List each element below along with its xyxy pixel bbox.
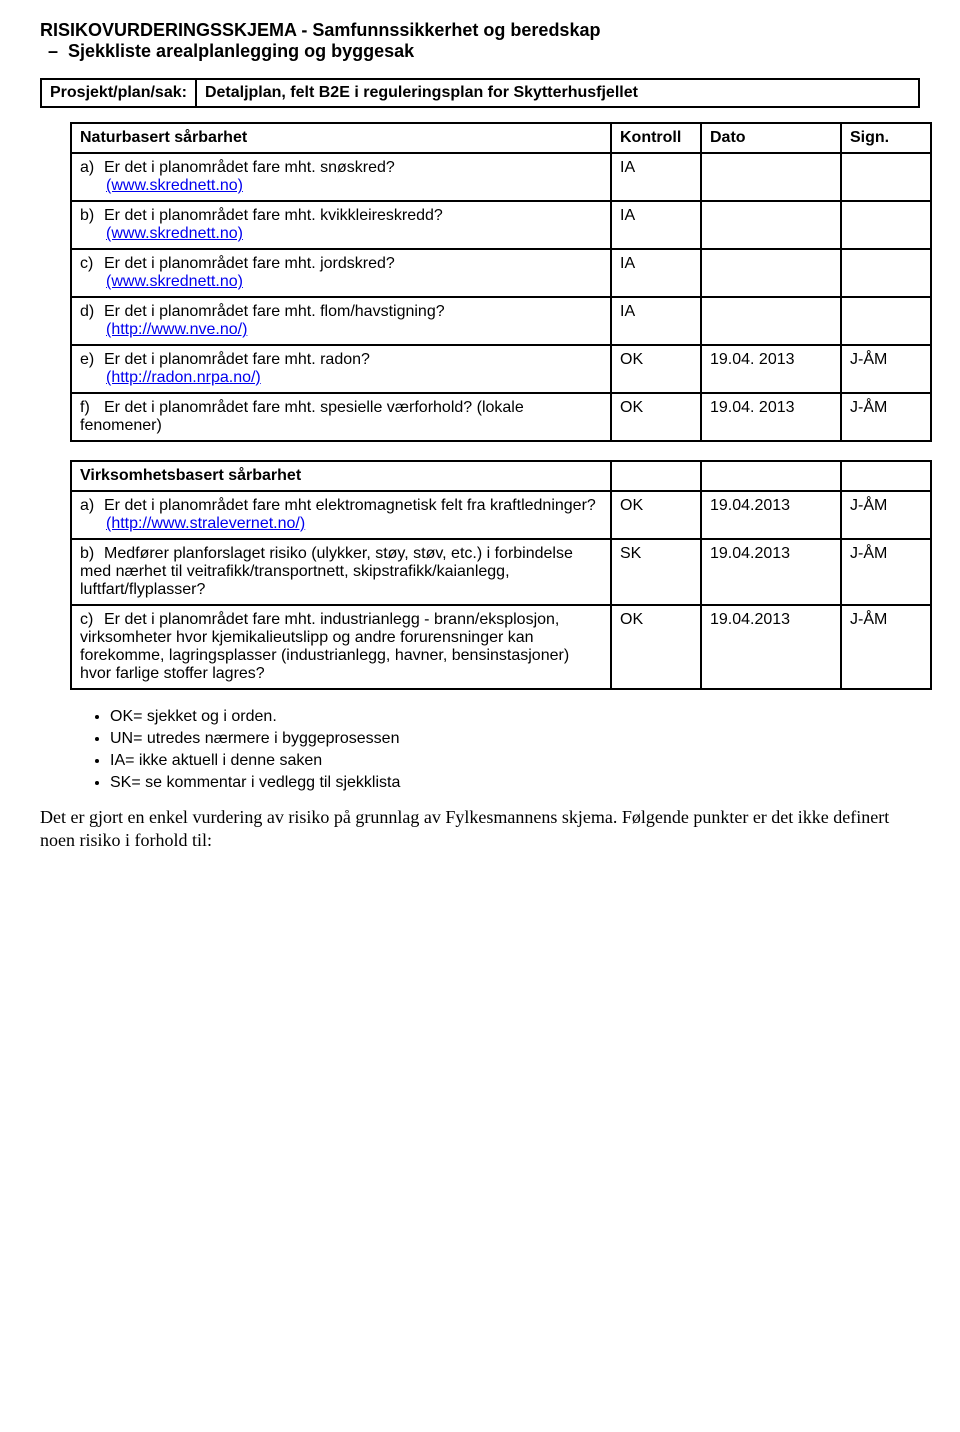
row-text: Er det i planområdet fare mht. spesielle… [80, 399, 524, 434]
cell-sign: J-ÅM [841, 345, 931, 393]
cell-kontroll: OK [611, 393, 701, 441]
cell-kontroll: OK [611, 605, 701, 689]
cell-dato: 19.04.2013 [701, 605, 841, 689]
cell-kontroll: IA [611, 249, 701, 297]
legend-item: SK= se kommentar i vedlegg til sjekklist… [110, 774, 920, 792]
row-letter: c) [80, 255, 104, 273]
table-row: a)Er det i planområdet fare mht elektrom… [71, 491, 931, 539]
cell-dato: 19.04.2013 [701, 491, 841, 539]
row-letter: f) [80, 399, 104, 417]
section-title: Naturbasert sårbarhet [71, 123, 611, 153]
col-dato [701, 461, 841, 491]
cell-kontroll: SK [611, 539, 701, 605]
legend-item: UN= utredes nærmere i byggeprosessen [110, 730, 920, 748]
row-text: Er det i planområdet fare mht. snøskred? [104, 159, 395, 176]
table-virksomhet: Virksomhetsbasert sårbarhet a)Er det i p… [70, 460, 932, 690]
row-letter: a) [80, 159, 104, 177]
row-text: Er det i planområdet fare mht. jordskred… [104, 255, 395, 272]
row-link[interactable]: (http://www.stralevernet.no/) [106, 515, 305, 532]
col-kontroll: Kontroll [611, 123, 701, 153]
cell-dato: 19.04.2013 [701, 539, 841, 605]
table-row: d)Er det i planområdet fare mht. flom/ha… [71, 297, 931, 345]
cell-kontroll: OK [611, 345, 701, 393]
row-link[interactable]: (www.skrednett.no) [106, 225, 243, 242]
project-label: Prosjekt/plan/sak: [42, 80, 197, 106]
row-letter: c) [80, 611, 104, 629]
cell-dato [701, 201, 841, 249]
row-text: Er det i planområdet fare mht. industria… [80, 611, 569, 682]
cell-dato [701, 153, 841, 201]
table-row: a)Er det i planområdet fare mht. snøskre… [71, 153, 931, 201]
row-text: Er det i planområdet fare mht. flom/havs… [104, 303, 445, 320]
cell-sign: J-ÅM [841, 605, 931, 689]
table-row: b)Medfører planforslaget risiko (ulykker… [71, 539, 931, 605]
legend-item: OK= sjekket og i orden. [110, 708, 920, 726]
project-row: Prosjekt/plan/sak: Detaljplan, felt B2E … [40, 78, 920, 108]
row-letter: a) [80, 497, 104, 515]
cell-sign: J-ÅM [841, 393, 931, 441]
cell-dato [701, 297, 841, 345]
row-letter: e) [80, 351, 104, 369]
cell-kontroll: IA [611, 153, 701, 201]
cell-sign: J-ÅM [841, 491, 931, 539]
cell-kontroll: IA [611, 201, 701, 249]
legend-item: IA= ikke aktuell i denne saken [110, 752, 920, 770]
cell-sign [841, 297, 931, 345]
table-header-row: Virksomhetsbasert sårbarhet [71, 461, 931, 491]
row-text: Er det i planområdet fare mht. radon? [104, 351, 370, 368]
cell-kontroll: IA [611, 297, 701, 345]
col-sign: Sign. [841, 123, 931, 153]
row-link[interactable]: (http://radon.nrpa.no/) [106, 369, 261, 386]
table-row: f)Er det i planområdet fare mht. spesiel… [71, 393, 931, 441]
table-header-row: Naturbasert sårbarhet Kontroll Dato Sign… [71, 123, 931, 153]
row-text: Medfører planforslaget risiko (ulykker, … [80, 545, 573, 598]
cell-kontroll: OK [611, 491, 701, 539]
section-title: Virksomhetsbasert sårbarhet [71, 461, 611, 491]
table-row: b)Er det i planområdet fare mht. kvikkle… [71, 201, 931, 249]
cell-dato [701, 249, 841, 297]
cell-sign [841, 249, 931, 297]
col-dato: Dato [701, 123, 841, 153]
row-text: Er det i planområdet fare mht elektromag… [104, 497, 596, 514]
row-link[interactable]: (www.skrednett.no) [106, 177, 243, 194]
row-text: Er det i planområdet fare mht. kvikkleir… [104, 207, 443, 224]
col-sign [841, 461, 931, 491]
col-kontroll [611, 461, 701, 491]
cell-dato: 19.04. 2013 [701, 345, 841, 393]
footer-paragraph: Det er gjort en enkel vurdering av risik… [40, 806, 920, 853]
table-row: e)Er det i planområdet fare mht. radon? … [71, 345, 931, 393]
row-link[interactable]: (http://www.nve.no/) [106, 321, 247, 338]
cell-dato: 19.04. 2013 [701, 393, 841, 441]
cell-sign: J-ÅM [841, 539, 931, 605]
page-subtitle: Sjekkliste arealplanlegging og byggesak [68, 41, 920, 62]
table-row: c)Er det i planområdet fare mht. jordskr… [71, 249, 931, 297]
row-letter: b) [80, 545, 104, 563]
table-row: c)Er det i planområdet fare mht. industr… [71, 605, 931, 689]
legend-list: OK= sjekket og i orden. UN= utredes nærm… [110, 708, 920, 792]
row-letter: d) [80, 303, 104, 321]
cell-sign [841, 201, 931, 249]
project-value: Detaljplan, felt B2E i reguleringsplan f… [197, 80, 918, 106]
page-title: RISIKOVURDERINGSSKJEMA - Samfunnssikkerh… [40, 20, 920, 41]
row-link[interactable]: (www.skrednett.no) [106, 273, 243, 290]
cell-sign [841, 153, 931, 201]
row-letter: b) [80, 207, 104, 225]
table-natur: Naturbasert sårbarhet Kontroll Dato Sign… [70, 122, 932, 442]
